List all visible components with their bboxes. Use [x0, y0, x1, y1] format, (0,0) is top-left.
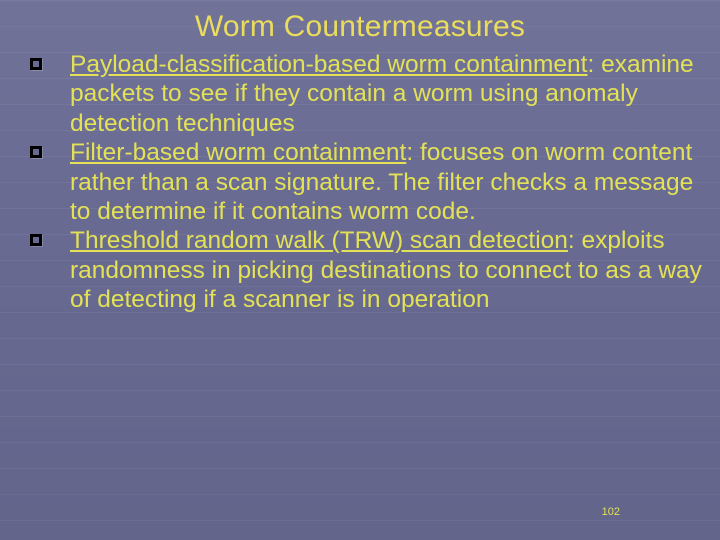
- square-bullet-icon: [30, 58, 42, 70]
- list-item: Threshold random walk (TRW) scan detecti…: [30, 226, 702, 314]
- bullet-list: Payload-classification-based worm contai…: [0, 50, 720, 315]
- list-item: Payload-classification-based worm contai…: [30, 50, 702, 138]
- list-item-lead: Payload-classification-based worm contai…: [70, 51, 587, 78]
- list-item-lead: Filter-based worm containment: [70, 139, 406, 166]
- list-item-text: Payload-classification-based worm contai…: [70, 50, 702, 138]
- square-bullet-icon: [30, 146, 42, 158]
- list-item: Filter-based worm containment: focuses o…: [30, 138, 702, 226]
- square-bullet-icon: [30, 234, 42, 246]
- slide-title: Worm Countermeasures: [0, 0, 720, 50]
- list-item-lead: Threshold random walk (TRW) scan detecti…: [70, 227, 568, 254]
- list-item-text: Filter-based worm containment: focuses o…: [70, 138, 702, 226]
- page-number: 102: [602, 506, 620, 518]
- list-item-text: Threshold random walk (TRW) scan detecti…: [70, 226, 702, 314]
